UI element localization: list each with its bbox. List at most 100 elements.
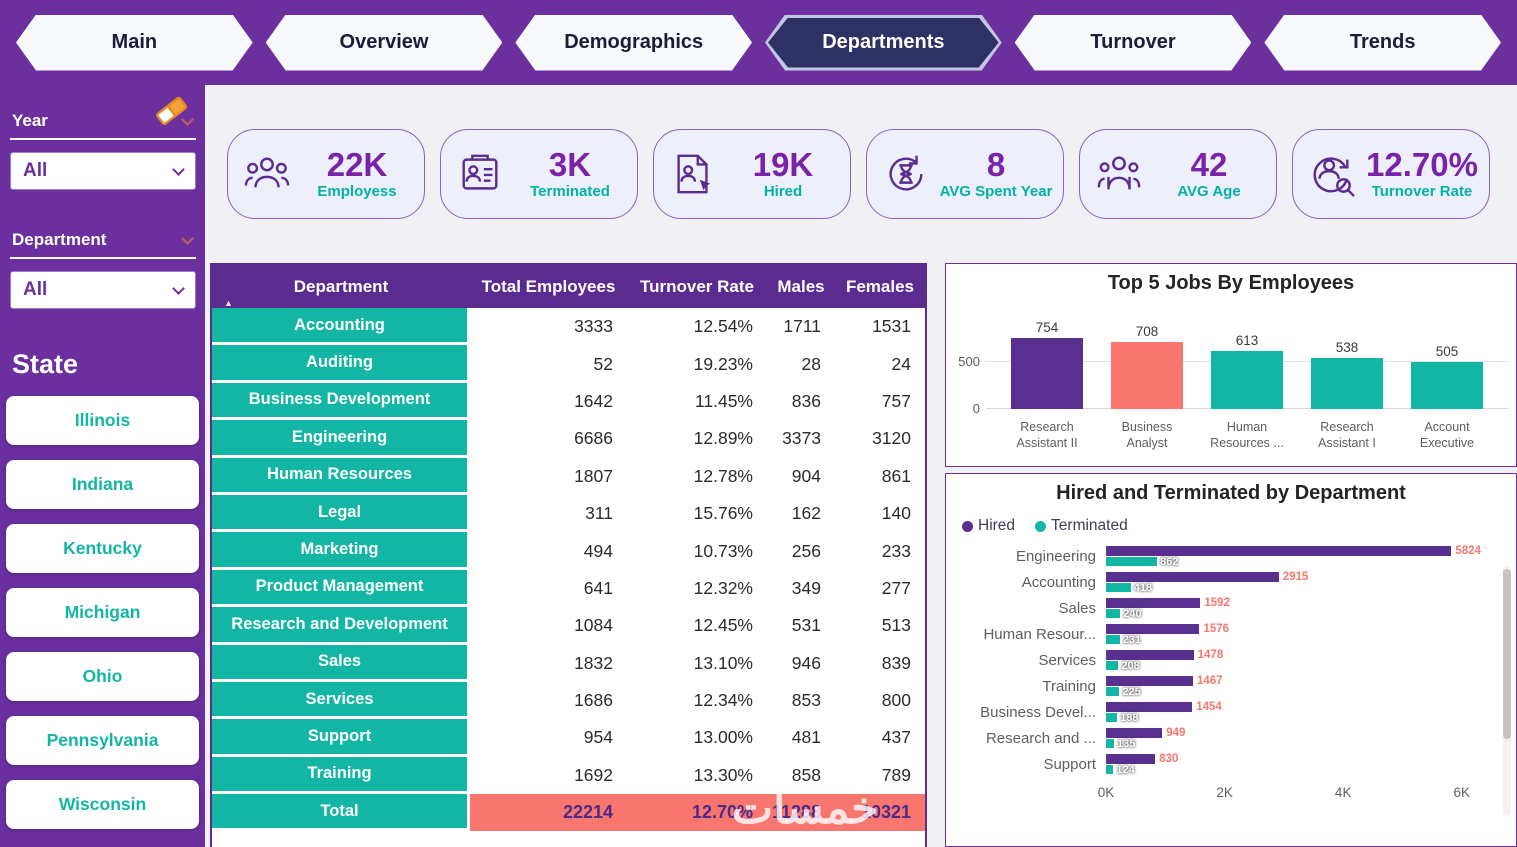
department-cell[interactable]: Marketing (212, 532, 470, 570)
department-cell[interactable]: Engineering (212, 420, 470, 458)
kpi-value: 19K (752, 146, 814, 184)
value-cell: 6686 (470, 420, 627, 458)
terminated-icon (457, 151, 503, 197)
hired-bar[interactable] (1106, 623, 1200, 634)
hired-bar[interactable] (1106, 727, 1163, 738)
table-row: Support 954 13.00% 481 437 (212, 719, 925, 757)
hired-bar[interactable] (1106, 675, 1193, 686)
nav-tab-trends[interactable]: Trends (1264, 15, 1501, 71)
department-cell[interactable]: Total (212, 794, 470, 832)
hired-bar[interactable] (1106, 545, 1452, 556)
legend-label: Terminated (1051, 517, 1128, 534)
bar[interactable] (1011, 338, 1083, 409)
hired-line: 1576 (1106, 623, 1516, 635)
nav-tab-overview[interactable]: Overview (266, 15, 503, 71)
legend-label: Hired (978, 517, 1016, 534)
value-cell: 12.89% (627, 420, 767, 458)
terminated-bar[interactable] (1106, 765, 1114, 774)
category-label: Business Analyst (1121, 420, 1173, 451)
department-cell[interactable]: Sales (212, 644, 470, 682)
column-header-department[interactable]: Department ▲ (224, 276, 389, 309)
state-button-kentucky[interactable]: Kentucky (6, 524, 199, 573)
kpi-text: 8 AVG Spent Year (937, 148, 1055, 200)
hired-bar[interactable] (1106, 571, 1279, 582)
department-cell[interactable]: Product Management (212, 569, 470, 608)
column-header-females[interactable]: Females (845, 276, 915, 296)
bar[interactable] (1211, 351, 1283, 409)
department-cell[interactable]: Legal (212, 494, 470, 533)
terminated-value-label: 135 (1117, 737, 1136, 750)
axis-tick-label: 4K (1334, 785, 1352, 800)
hired-bar[interactable] (1106, 597, 1201, 608)
terminated-bar[interactable] (1106, 687, 1120, 696)
department-cell[interactable]: Research and Development (212, 607, 470, 645)
terminated-bar[interactable] (1106, 713, 1118, 722)
bar-stack: 538 (1311, 297, 1383, 409)
bar[interactable] (1311, 358, 1383, 409)
value-cell: 12.32% (627, 569, 767, 608)
department-cell[interactable]: Support (212, 719, 470, 757)
value-cell: 858 (767, 756, 835, 795)
state-button-indiana[interactable]: Indiana (6, 460, 199, 509)
hired-bar[interactable] (1106, 701, 1193, 712)
nav-tab-label: Turnover (1015, 15, 1252, 71)
terminated-value-label: 225 (1122, 685, 1141, 698)
column-header-turnover-rate[interactable]: Turnover Rate (640, 276, 754, 296)
bar[interactable] (1111, 342, 1183, 409)
value-cell: 11.45% (627, 382, 767, 421)
top5-jobs-panel: Top 5 Jobs By Employees 500 0 754 Researc… (945, 263, 1517, 467)
kpi-text: 22K Employess (298, 148, 416, 200)
dropdown-selected-value: All (23, 160, 48, 181)
filter-dropdown-year[interactable]: All (10, 152, 196, 190)
nav-tab-demographics[interactable]: Demographics (515, 15, 752, 71)
hired-bar[interactable] (1106, 753, 1156, 764)
department-cell[interactable]: Services (212, 681, 470, 720)
department-cell[interactable]: Auditing (212, 345, 470, 383)
column-header-males[interactable]: Males (777, 276, 825, 296)
legend-item-terminated[interactable]: Terminated (1035, 517, 1128, 535)
terminated-bar[interactable] (1106, 583, 1131, 592)
value-cell: 3333 (470, 308, 627, 346)
value-cell: 13.10% (627, 644, 767, 682)
state-button-illinois[interactable]: Illinois (6, 396, 199, 445)
department-cell[interactable]: Training (212, 756, 470, 795)
state-button-ohio[interactable]: Ohio (6, 652, 199, 701)
kpi-card-turnover-rate: 12.70% Turnover Rate (1292, 129, 1490, 219)
filter-dropdown-department[interactable]: All (10, 271, 196, 309)
terminated-bar[interactable] (1106, 609, 1121, 618)
department-cell[interactable]: Accounting (212, 308, 470, 346)
terminated-bar[interactable] (1106, 635, 1120, 644)
terminated-bar[interactable] (1106, 739, 1114, 748)
chevron-down-icon (172, 162, 185, 176)
bar[interactable] (1411, 362, 1483, 409)
terminated-bar[interactable] (1106, 661, 1119, 670)
terminated-line: 188 (1106, 712, 1516, 724)
nav-tab-main[interactable]: Main (16, 15, 253, 71)
state-button-michigan[interactable]: Michigan (6, 588, 199, 637)
scrollbar-thumb[interactable] (1503, 569, 1511, 739)
clear-filters-eraser-icon[interactable] (153, 91, 191, 127)
department-cell[interactable]: Human Resources (212, 457, 470, 495)
hired-value-label: 2915 (1282, 570, 1309, 583)
column-header-total-employees[interactable]: Total Employees (481, 276, 616, 296)
value-cell: 641 (470, 569, 627, 608)
kpi-label: Terminated (530, 182, 610, 200)
value-cell: 853 (767, 681, 835, 720)
terminated-line: 124 (1106, 764, 1516, 776)
nav-tab-turnover[interactable]: Turnover (1015, 15, 1252, 71)
state-button-pennsylvania[interactable]: Pennsylvania (6, 716, 199, 765)
value-cell: 24 (835, 345, 925, 383)
department-cell[interactable]: Business Development (212, 382, 470, 421)
state-button-wisconsin[interactable]: Wisconsin (6, 780, 199, 829)
value-cell: 12.54% (627, 308, 767, 346)
kpi-text: 3K Terminated (511, 148, 629, 200)
value-cell: 256 (767, 532, 835, 570)
hired-bar[interactable] (1106, 649, 1194, 660)
legend-item-hired[interactable]: Hired (962, 517, 1015, 535)
nav-tab-departments[interactable]: Departments (765, 15, 1002, 71)
chevron-down-icon (172, 281, 185, 295)
terminated-bar[interactable] (1106, 557, 1158, 566)
value-cell: 3373 (767, 420, 835, 458)
nav-tab-label: Demographics (515, 15, 752, 71)
